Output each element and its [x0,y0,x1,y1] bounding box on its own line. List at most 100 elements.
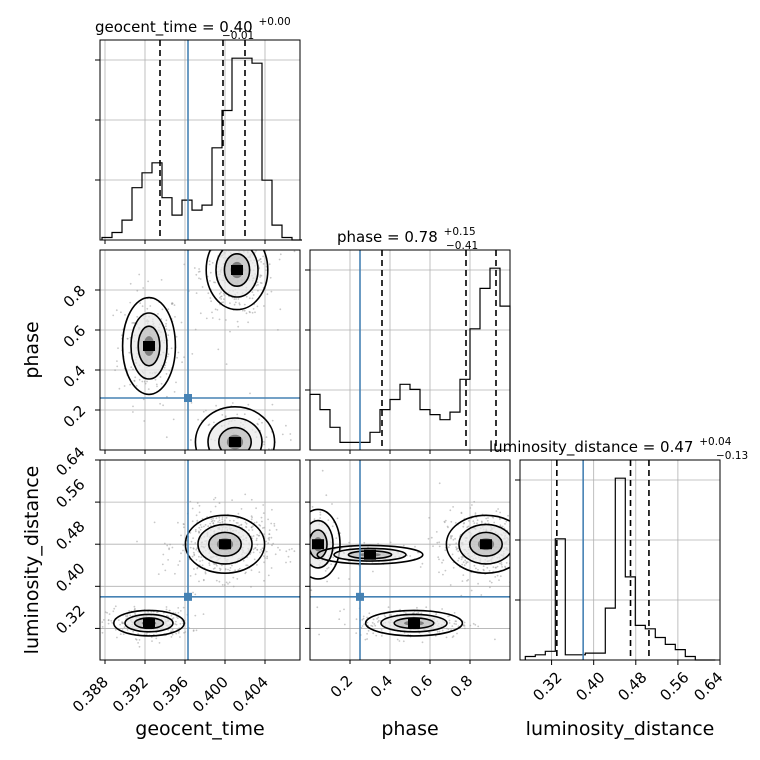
sample-point [159,376,162,378]
sample-point [231,246,233,248]
sample-point [437,556,440,559]
contour-line [364,609,464,637]
sample-point [362,615,365,618]
sample-point [514,553,516,555]
sample-point [271,403,274,406]
sample-point [236,413,239,416]
sample-point [205,242,207,244]
sample-point [527,531,529,533]
sample-point [183,263,186,266]
scatter-content [112,224,296,455]
sample-point [266,557,268,560]
sample-point [505,520,508,523]
sample-point [212,242,214,244]
y-tick-label: 0.8 [60,282,90,312]
sample-point [296,545,298,547]
sample-point [214,505,217,508]
sample-point [195,273,198,276]
x-tick-label: 0.48 [614,668,650,704]
sample-point [301,557,303,559]
y-tick-label: 0.32 [52,601,88,637]
sample-point [171,628,174,631]
sample-point [248,297,251,300]
sample-point [256,549,259,551]
sample-point [195,514,198,517]
sample-point [279,549,281,551]
sample-point [231,564,233,567]
sample-point [266,555,269,558]
sample-point [175,616,178,618]
sample-point [367,629,370,632]
sample-point [124,314,126,316]
sample-point [247,224,249,226]
sample-point [174,316,176,318]
sample-point [177,632,180,634]
sample-point [175,632,178,635]
sample-point [177,611,180,614]
sample-point [175,335,178,338]
sample-point [227,568,229,571]
density-peak [219,539,231,550]
sample-point [119,623,121,626]
sample-point [370,624,373,627]
x-tick-label: 0.40 [572,668,608,704]
sample-point [229,302,231,305]
sample-point [126,337,129,340]
sample-point [175,381,177,384]
sample-point [277,546,279,549]
sample-point [213,421,215,424]
sample-point [436,541,439,544]
sample-point [438,630,441,633]
sample-point [129,282,132,285]
sample-point [327,566,330,569]
sample-point [261,453,263,455]
sample-point [244,493,247,496]
sample-point [190,402,193,404]
sample-point [265,269,268,272]
sample-point [450,535,452,537]
sample-point [202,613,205,615]
sample-point [263,561,265,564]
sample-point [210,520,213,523]
sample-point [170,347,173,350]
sample-point [404,612,407,614]
sample-point [525,572,527,574]
sample-point [194,593,197,596]
sample-point [232,576,235,579]
sample-point [293,538,295,540]
sample-point [258,524,261,526]
sample-point [250,518,253,521]
sample-point [224,416,227,418]
sample-point [457,625,460,628]
sample-point [425,606,428,609]
sample-point [304,563,306,565]
sample-point [213,498,215,501]
sample-point [513,544,515,546]
sample-point [232,585,235,588]
sample-point [116,636,118,639]
sample-point [156,385,158,388]
sample-point [330,563,333,566]
sample-point [438,482,441,485]
x-ticks-phase: 0.2 0.4 0.6 0.8 [327,672,477,702]
sample-point [455,623,457,625]
density-peak [143,341,155,351]
sample-point [511,528,513,530]
sample-point [124,615,127,617]
sample-point [332,556,335,559]
sample-point [255,507,257,510]
sample-point [214,308,217,311]
sample-point [86,619,88,621]
sample-point [472,622,475,625]
sample-point [199,528,202,531]
sample-point [199,524,202,526]
sample-point [228,245,230,247]
sample-point [221,584,224,586]
sample-point [412,612,415,614]
sample-point [254,547,256,550]
sample-point [147,610,150,613]
y-tick-label: 0.64 [52,443,88,479]
sample-point [444,569,447,572]
y-tick-label: 0.2 [60,402,90,432]
sample-point [455,542,458,545]
